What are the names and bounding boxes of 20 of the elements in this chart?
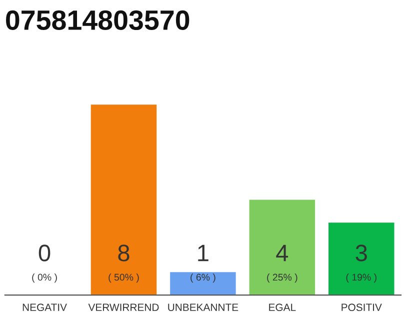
x-tick-label: UNBEKANNTE xyxy=(168,304,238,312)
bar xyxy=(170,272,236,296)
bar xyxy=(249,200,316,296)
x-tick-label: EGAL xyxy=(269,304,296,312)
data-label: ( 19% ) xyxy=(346,274,376,283)
annotation: 4 xyxy=(276,244,288,262)
annotation: 0 xyxy=(38,244,50,262)
bar xyxy=(90,104,157,296)
data-label: ( 0% ) xyxy=(32,274,57,283)
chart-title: 075814803570 xyxy=(6,10,190,30)
x-tick-label: POSITIV xyxy=(342,304,382,312)
x-tick-label: NEGATIV xyxy=(22,304,67,312)
annotation: 1 xyxy=(198,244,208,262)
x-tick-label: VERWIRREND xyxy=(88,304,159,311)
annotation: 8 xyxy=(118,244,130,262)
annotation: 3 xyxy=(356,244,367,262)
data-label: ( 25% ) xyxy=(267,274,298,283)
data-label: ( 6% ) xyxy=(190,274,216,283)
bar xyxy=(328,222,394,296)
data-label: ( 50% ) xyxy=(108,274,139,283)
